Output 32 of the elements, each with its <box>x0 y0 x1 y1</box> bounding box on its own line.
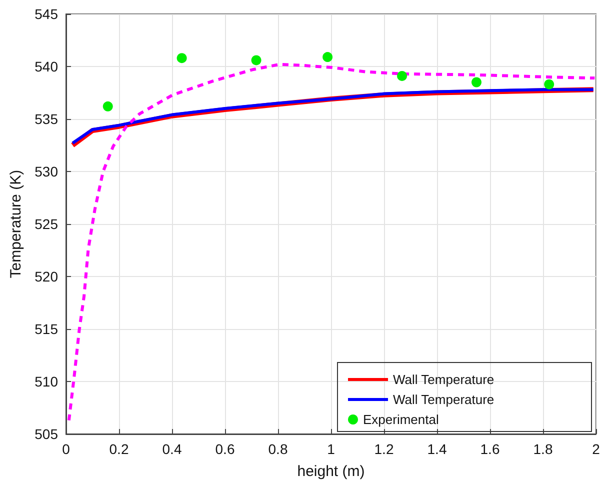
legend-label: Wall Temperature <box>393 372 494 387</box>
x-tick-label: 1 <box>327 441 336 457</box>
legend-label: Experimental <box>363 412 439 427</box>
x-tick-label: 0.2 <box>109 441 129 457</box>
x-tick-label: 0.8 <box>268 441 288 457</box>
y-tick-label: 510 <box>34 374 58 390</box>
x-tick-label: 0 <box>62 441 70 457</box>
x-tick-label: 0.6 <box>215 441 235 457</box>
y-tick-label: 520 <box>34 268 58 284</box>
y-tick-label: 535 <box>34 111 58 127</box>
y-tick-label: 530 <box>34 164 58 180</box>
x-tick-label: 1.8 <box>533 441 553 457</box>
point <box>102 101 113 112</box>
point <box>251 55 262 66</box>
point <box>471 77 482 88</box>
y-tick-label: 540 <box>34 58 58 74</box>
y-axis-title: Temperature (K) <box>8 170 25 278</box>
x-axis-title: height (m) <box>297 463 365 480</box>
legend-label: Wall Temperature <box>393 392 494 407</box>
x-tick-label: 1.2 <box>374 441 394 457</box>
x-tick-label: 0.4 <box>162 441 182 457</box>
point <box>397 70 408 81</box>
y-tick-label: 515 <box>34 321 58 337</box>
y-tick-label: 525 <box>34 216 58 232</box>
x-tick-label: 1.6 <box>480 441 500 457</box>
point <box>544 79 554 90</box>
point <box>176 53 187 64</box>
x-tick-label: 2 <box>592 441 600 457</box>
y-tick-label: 545 <box>34 6 58 22</box>
y-tick-label: 505 <box>34 426 58 442</box>
point <box>322 52 333 62</box>
x-tick-label: 1.4 <box>427 441 447 457</box>
